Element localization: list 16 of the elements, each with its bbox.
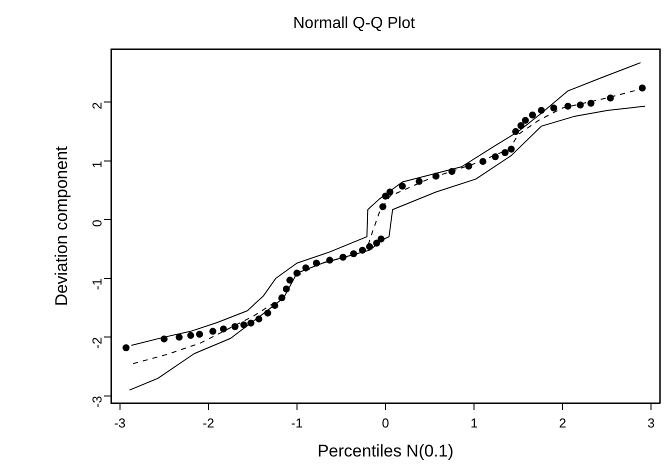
y-tick-label: -1 (90, 278, 105, 290)
x-axis-title: Percentiles N(0.1) (317, 441, 454, 460)
y-tick-label: 0 (90, 220, 105, 227)
x-tick-label: 2 (558, 415, 566, 430)
x-tick-label: 0 (382, 415, 390, 430)
y-tick-label: -2 (90, 337, 105, 349)
y-axis-title: Deviation component (52, 146, 71, 306)
y-tick-label: 1 (90, 160, 105, 168)
x-tick-label: 3 (648, 415, 655, 430)
x-tick-label: -3 (114, 415, 126, 430)
chart-title: Normall Q-Q Plot (293, 15, 416, 32)
y-tick-label: 2 (90, 102, 105, 110)
x-tick-label: -2 (202, 415, 214, 430)
x-tick-label: 1 (470, 415, 478, 430)
x-tick-label: -1 (291, 415, 303, 430)
y-tick-label: -3 (90, 396, 105, 408)
